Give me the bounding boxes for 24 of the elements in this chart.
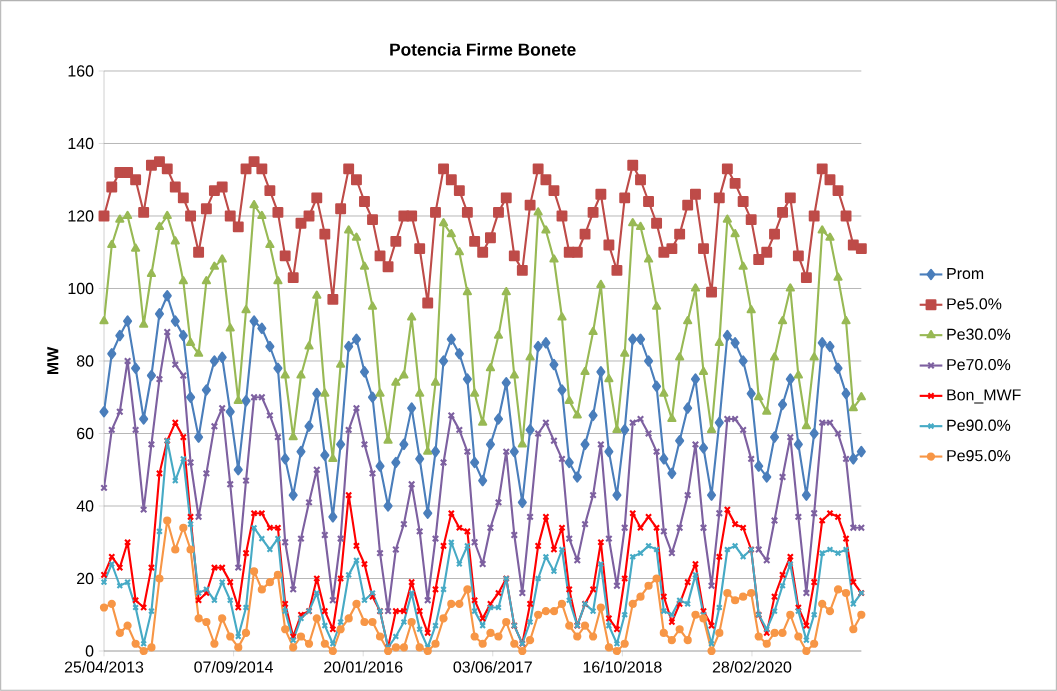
x-tick-label: 20/01/2016 <box>324 661 403 673</box>
legend-label: Pe5.0% <box>947 298 1002 310</box>
legend-label: Pe95.0% <box>947 450 1011 462</box>
legend-label: Pe90.0% <box>947 419 1011 431</box>
y-tick-label: 140 <box>68 137 94 150</box>
x-tick-label: 03/06/2017 <box>453 661 532 673</box>
y-tick-label: 0 <box>85 645 94 657</box>
legend-label: Pe30.0% <box>947 328 1011 340</box>
y-tick-label: 40 <box>76 500 94 512</box>
x-tick-label: 07/09/2014 <box>194 661 273 673</box>
x-tick-label: 25/04/2013 <box>64 661 144 673</box>
y-tick-label: 160 <box>68 65 94 77</box>
legend-label: Prom <box>947 267 984 280</box>
chart-title: Potencia Firme Bonete <box>390 42 576 56</box>
x-tick-label: 28/02/2020 <box>712 661 792 673</box>
y-tick-label: 20 <box>77 572 94 585</box>
legend-label: Pe70.0% <box>947 358 1011 371</box>
y-tick-label: 80 <box>76 355 94 367</box>
legend-label: Bon_MWF <box>947 389 1021 404</box>
y-tick-label: 120 <box>68 210 94 222</box>
x-tick-label: 16/10/2018 <box>583 661 662 673</box>
y-tick-label: 60 <box>77 427 94 440</box>
y-axis-title: MW <box>47 346 59 375</box>
y-tick-label: 100 <box>68 282 94 295</box>
